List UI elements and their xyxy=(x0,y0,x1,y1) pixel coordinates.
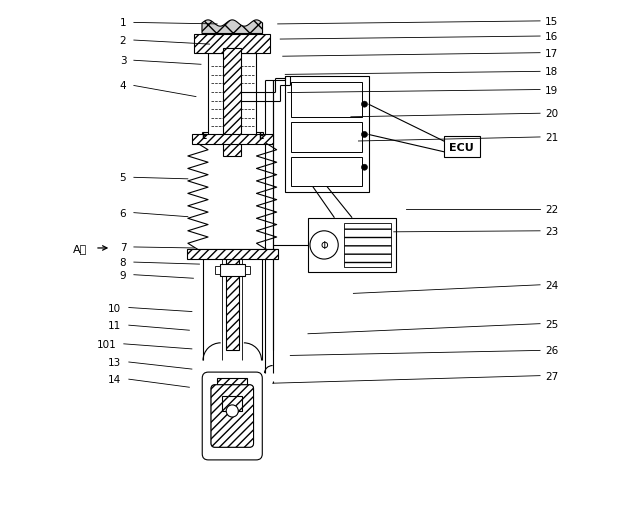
Text: 14: 14 xyxy=(108,374,121,384)
Text: 6: 6 xyxy=(120,208,126,218)
Bar xyxy=(223,48,242,157)
Bar xyxy=(195,34,270,54)
Bar xyxy=(291,158,362,187)
Text: 3: 3 xyxy=(120,56,126,66)
Bar xyxy=(226,259,239,350)
Bar xyxy=(222,396,242,411)
Circle shape xyxy=(361,102,367,108)
Text: 4: 4 xyxy=(120,81,126,91)
Text: 17: 17 xyxy=(545,48,558,59)
Bar xyxy=(291,123,362,153)
Text: 21: 21 xyxy=(545,133,558,143)
Text: Φ: Φ xyxy=(321,240,328,250)
FancyBboxPatch shape xyxy=(202,372,262,460)
Text: 24: 24 xyxy=(545,280,558,290)
Text: E: E xyxy=(202,132,207,141)
Text: 10: 10 xyxy=(108,303,121,313)
Bar xyxy=(220,264,245,277)
Text: 1: 1 xyxy=(120,18,126,28)
Bar xyxy=(245,267,250,274)
Text: A向: A向 xyxy=(73,243,88,254)
Bar xyxy=(217,378,247,386)
Bar xyxy=(291,83,362,118)
Text: 18: 18 xyxy=(545,67,558,77)
Bar xyxy=(344,223,391,268)
Text: 25: 25 xyxy=(545,319,558,329)
Text: 101: 101 xyxy=(96,339,116,349)
Text: 9: 9 xyxy=(120,270,126,280)
Text: 11: 11 xyxy=(108,321,121,330)
Text: 22: 22 xyxy=(545,205,558,215)
Text: 15: 15 xyxy=(545,17,558,27)
Text: 2: 2 xyxy=(120,36,126,46)
Text: 8: 8 xyxy=(120,258,126,268)
FancyBboxPatch shape xyxy=(211,385,254,447)
Bar xyxy=(215,267,220,274)
Text: 20: 20 xyxy=(545,109,558,119)
Text: 23: 23 xyxy=(545,226,558,236)
Text: 27: 27 xyxy=(545,371,558,381)
Circle shape xyxy=(361,165,367,171)
Text: 5: 5 xyxy=(120,173,126,183)
Text: 16: 16 xyxy=(545,32,558,42)
Bar xyxy=(208,54,257,142)
Text: ECU: ECU xyxy=(449,142,475,152)
Polygon shape xyxy=(202,21,262,34)
Bar xyxy=(192,135,273,144)
Bar xyxy=(285,77,369,193)
Circle shape xyxy=(361,132,367,138)
Text: 26: 26 xyxy=(545,346,558,356)
Bar xyxy=(187,250,278,259)
Text: 7: 7 xyxy=(120,242,126,252)
Circle shape xyxy=(310,231,338,260)
Circle shape xyxy=(226,405,239,417)
Bar xyxy=(444,137,480,158)
Text: 19: 19 xyxy=(545,85,558,95)
Text: 13: 13 xyxy=(108,358,121,367)
Text: E: E xyxy=(258,132,263,141)
Bar xyxy=(308,218,396,273)
